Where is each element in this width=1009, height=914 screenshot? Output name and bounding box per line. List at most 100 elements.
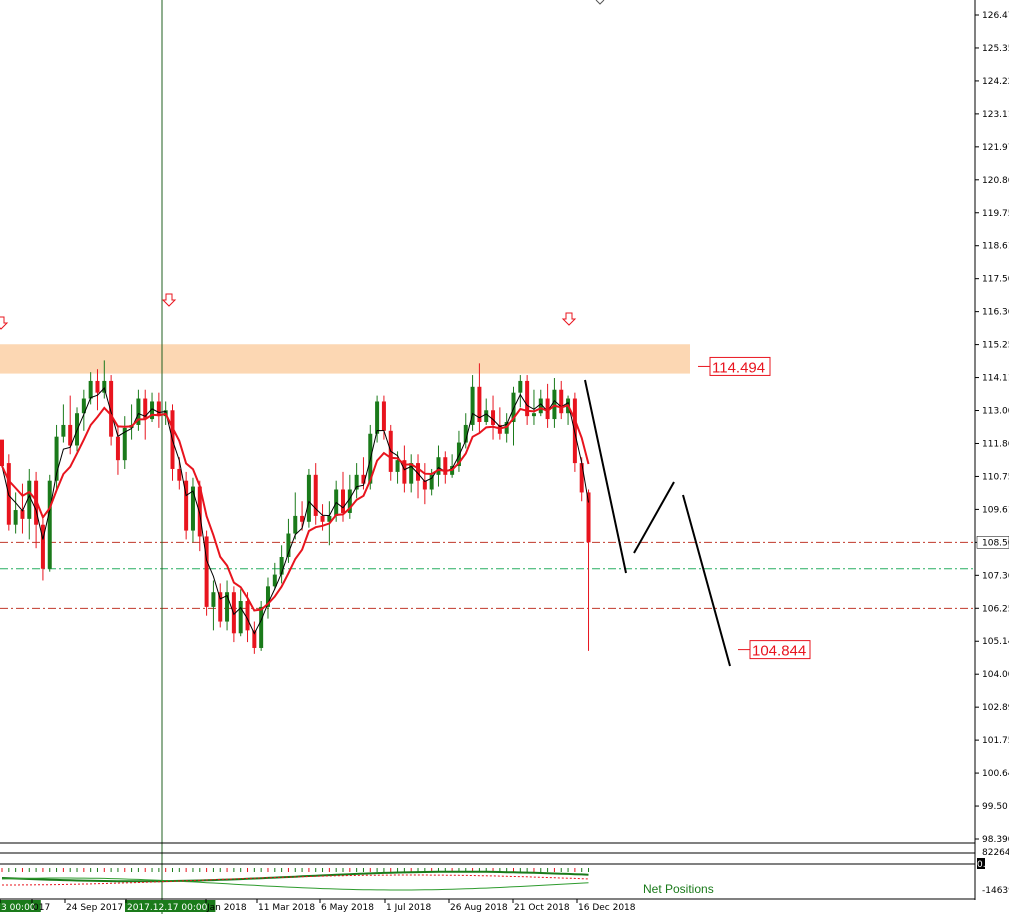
candle-body-35 [238,601,243,634]
price-tick-label-13: 111.86 [982,439,1009,449]
candle-body-2 [13,510,18,525]
price-tick-label-9: 116.36 [982,308,1009,318]
candle-body-61 [416,463,421,481]
candle-body-75 [511,392,516,423]
candle-body-18 [122,427,127,461]
price-tick-label-2: 124.22 [982,77,1009,87]
candle-body-36 [245,601,250,631]
candle-body-31 [211,592,216,607]
candle-body-12 [81,398,86,414]
moving-average-0 [1,387,589,635]
candle-body-10 [68,424,73,446]
candle-body-80 [545,398,550,420]
price-tick-label-19: 105.14 [982,637,1009,647]
date-label-0: 3 00:00 [1,903,36,913]
price-tick-label-3: 123.11 [982,110,1009,120]
candle-body-38 [259,606,264,648]
candle-body-34 [231,592,236,634]
price-boxes: 114.494 104.844 [698,356,811,660]
candle-body-17 [115,436,120,461]
price-tick-label-22: 101.75 [982,736,1009,746]
candle-body-56 [381,401,386,431]
indicator-line-signal [2,874,589,886]
candle-body-50 [341,489,345,513]
candle-body-63 [429,474,434,490]
price-tick-label-20: 104.00 [982,670,1009,680]
candle-body-13 [88,380,93,399]
down-arrow-2 [561,312,577,326]
candle-body-78 [531,413,536,417]
candle-body-23 [156,401,161,417]
candle-body-6 [40,524,45,569]
price-box-label-0: 114.494 [712,359,765,376]
candle-body-82 [559,389,564,414]
candle-body-60 [409,463,414,484]
price-tick-label-24: 99.50 [982,802,1008,812]
down-arrow-1 [161,293,177,307]
candle-body-15 [102,380,107,393]
price-tick-label-7: 118.61 [982,242,1009,252]
price-tick-label-0: 126.47 [982,11,1009,21]
candle-body-81 [552,389,557,420]
indicator-panel [0,852,975,891]
resistance-zone [0,344,690,374]
candle-body-28 [190,486,195,531]
candle-body-9 [61,424,66,437]
indicator-label: Net Positions [643,882,714,896]
indicator-level-label-2: -14639 [982,886,1009,896]
candle-body-3 [20,510,25,519]
trend-drawings [584,379,731,667]
price-tick-label-10: 115.25 [982,341,1009,351]
date-label-2: 24 Sep 2017 [66,903,123,913]
candle-body-26 [177,468,182,481]
indicator-level-label-0: 82264 [982,848,1009,858]
candle-body-40 [272,574,277,587]
trend-segment-1 [633,481,675,554]
date-highlight-3 [125,900,216,912]
candle-body-16 [109,380,114,437]
indicator-zero-badge [977,858,985,869]
price-tick-label-4: 121.97 [982,143,1009,153]
candle-body-79 [538,398,543,414]
date-label-7: 1 Jul 2018 [386,903,431,913]
candle-body-20 [136,398,141,425]
price-tick-label-5: 120.86 [982,176,1009,186]
candle-body-85 [579,463,584,493]
candle-body-0 [0,439,4,467]
candle-body-33 [225,592,230,622]
candle-body-44 [300,515,305,522]
moving-average-1 [1,404,590,612]
candle-body-4 [27,480,32,519]
candle-body-62 [422,480,427,490]
candle-body-51 [347,489,352,513]
date-label-1: 017 [33,903,50,913]
date-highlight-0 [0,900,41,912]
price-tick-label-18: 106.25 [982,604,1009,614]
candle-body-69 [470,386,475,425]
down-arrow-0 [0,316,9,330]
candle-body-65 [443,457,448,475]
price-tick-label-21: 102.89 [982,703,1009,713]
price-tick-label-6: 119.75 [982,209,1009,219]
candle-body-52 [354,474,359,490]
price-box-frame-1 [749,640,811,660]
trend-segment-2 [682,494,731,667]
candle-body-29 [197,486,202,537]
candle-body-39 [265,586,270,607]
candle-body-86 [586,492,591,543]
price-tick-label-14: 110.75 [982,472,1009,482]
price-tick-label-23: 100.64 [982,769,1009,779]
date-label-6: 6 May 2018 [321,903,374,913]
price-box-frame-0 [709,356,771,376]
candle-body-72 [491,410,496,425]
moving-averages [1,387,590,635]
candle-body-59 [402,460,407,484]
candle-body-8 [54,436,59,481]
date-label-8: 26 Aug 2018 [450,903,508,913]
date-label-5: 11 Mar 2018 [258,903,315,913]
candle-body-14 [95,380,100,393]
candle-body-70 [477,386,482,423]
candle-body-48 [327,515,332,522]
